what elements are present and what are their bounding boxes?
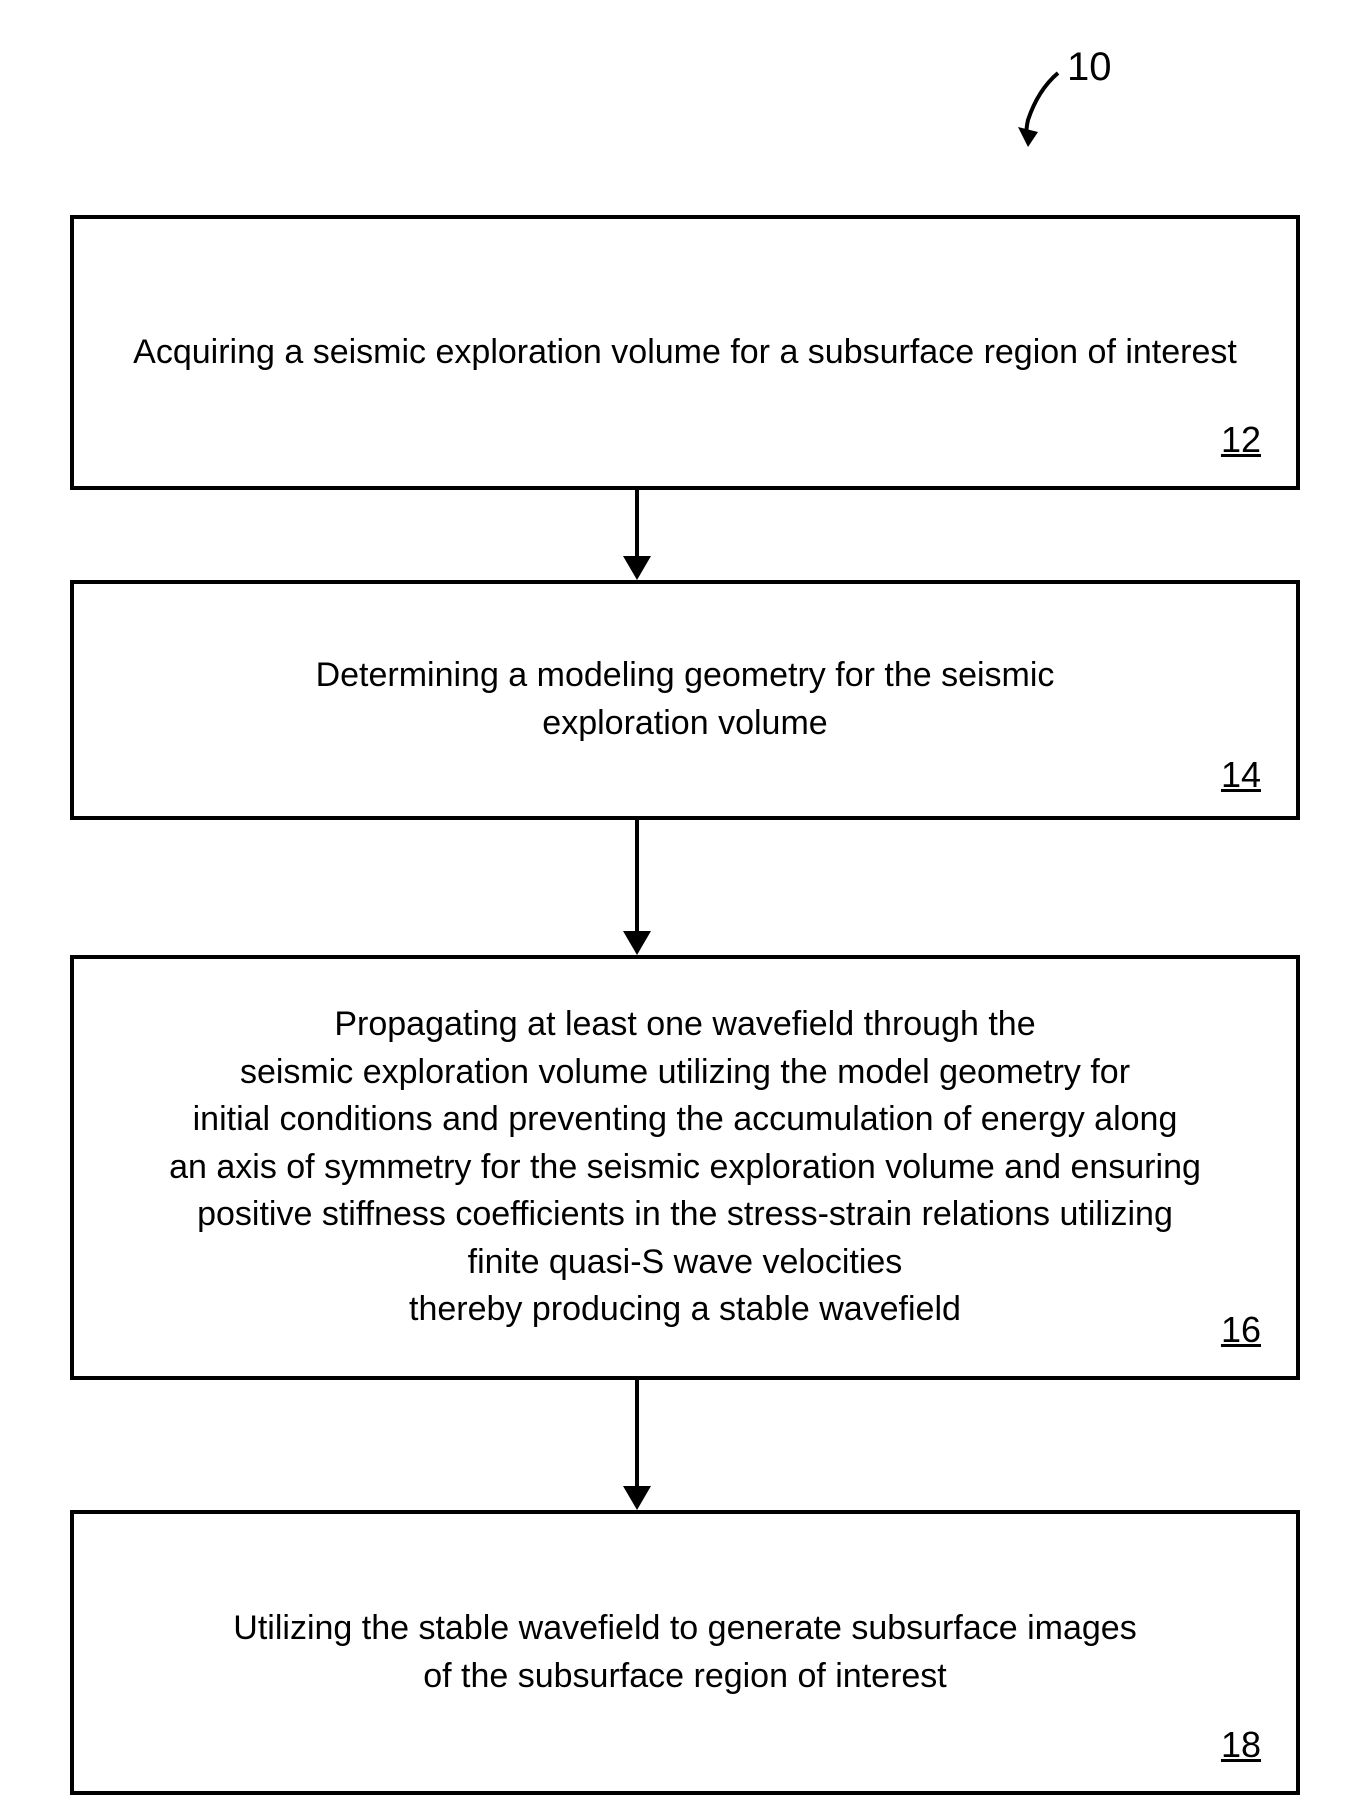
arrow-down-icon xyxy=(617,820,657,960)
flowchart-box-propagate: Propagating at least one wavefield throu… xyxy=(70,955,1300,1380)
reference-arrow-icon xyxy=(1010,65,1070,155)
arrow-down-icon xyxy=(617,490,657,585)
box-text: Acquiring a seismic exploration volume f… xyxy=(133,329,1237,377)
box-number: 14 xyxy=(1221,754,1261,796)
box-text: Utilizing the stable wavefield to genera… xyxy=(233,1605,1136,1700)
box-text: Propagating at least one wavefield throu… xyxy=(169,1001,1201,1334)
arrow-down-icon xyxy=(617,1380,657,1515)
box-text: Determining a modeling geometry for the … xyxy=(316,652,1055,747)
flowchart-box-determine: Determining a modeling geometry for the … xyxy=(70,580,1300,820)
flowchart-container: 10 Acquiring a seismic exploration volum… xyxy=(0,0,1346,1780)
box-number: 16 xyxy=(1221,1309,1261,1351)
box-number: 12 xyxy=(1221,419,1261,461)
flowchart-box-utilize: Utilizing the stable wavefield to genera… xyxy=(70,1510,1300,1795)
flowchart-box-acquire: Acquiring a seismic exploration volume f… xyxy=(70,215,1300,490)
diagram-reference-number: 10 xyxy=(1067,45,1112,90)
box-number: 18 xyxy=(1221,1724,1261,1766)
